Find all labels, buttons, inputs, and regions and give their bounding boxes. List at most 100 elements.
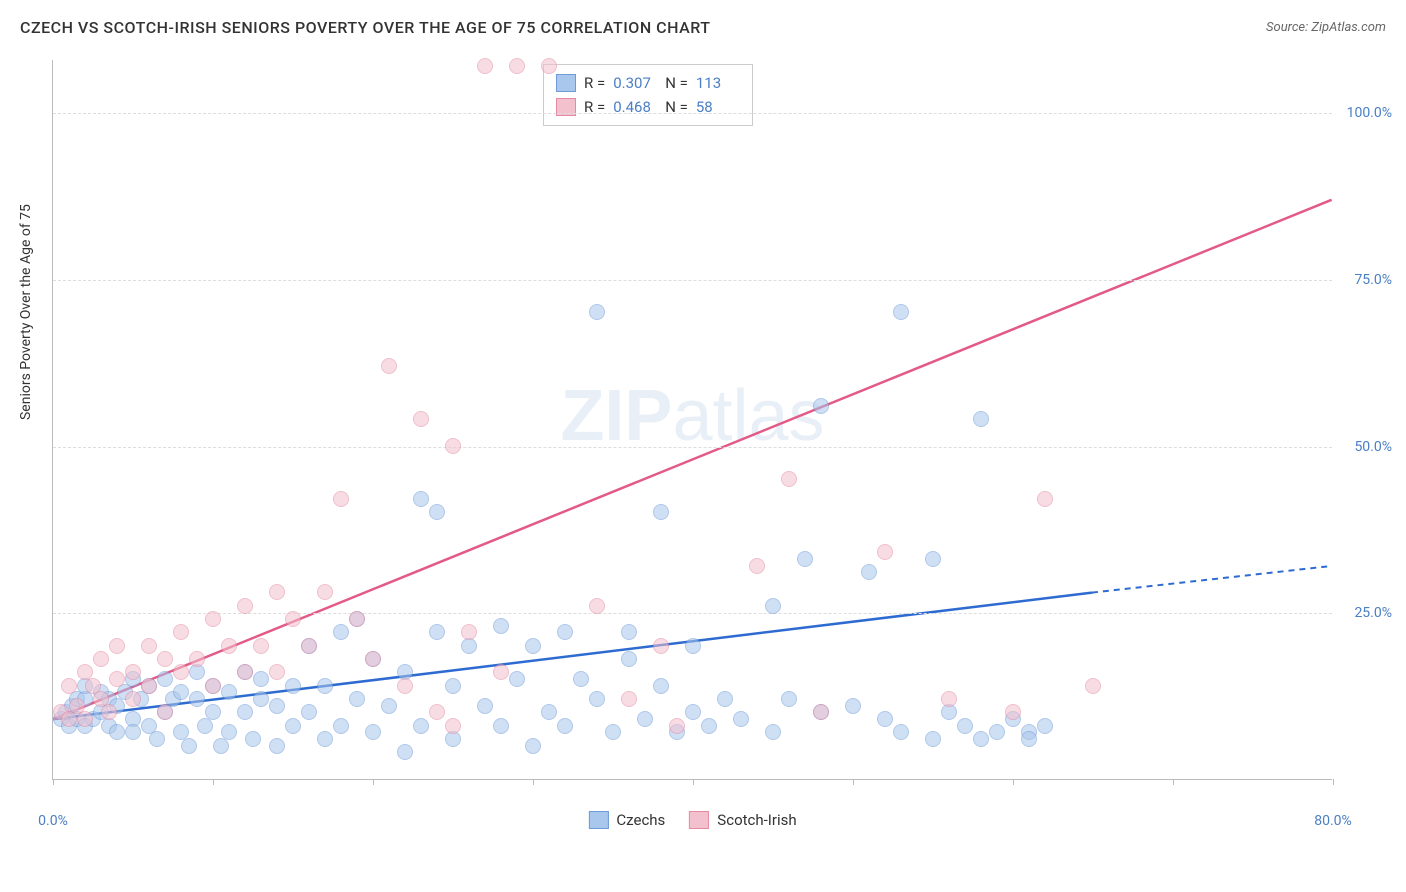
data-point bbox=[541, 58, 557, 74]
data-point bbox=[941, 691, 957, 707]
data-point bbox=[509, 58, 525, 74]
legend-r-label: R = bbox=[584, 95, 605, 119]
legend-n-label: N = bbox=[665, 95, 688, 119]
data-point bbox=[301, 704, 317, 720]
legend-stats-row: R =0.307N =113 bbox=[556, 71, 740, 95]
x-tick bbox=[1333, 779, 1334, 785]
trend-line-dashed bbox=[1092, 566, 1332, 593]
data-point bbox=[381, 358, 397, 374]
y-tick-label: 25.0% bbox=[1354, 605, 1392, 621]
data-point bbox=[845, 698, 861, 714]
data-point bbox=[621, 691, 637, 707]
data-point bbox=[445, 718, 461, 734]
y-tick-label: 100.0% bbox=[1347, 105, 1392, 121]
data-point bbox=[173, 624, 189, 640]
data-point bbox=[221, 638, 237, 654]
data-point bbox=[205, 678, 221, 694]
legend-item: Scotch-Irish bbox=[689, 811, 796, 829]
data-point bbox=[589, 691, 605, 707]
x-tick bbox=[213, 779, 214, 785]
data-point bbox=[781, 691, 797, 707]
data-point bbox=[173, 664, 189, 680]
x-tick bbox=[693, 779, 694, 785]
data-point bbox=[109, 671, 125, 687]
data-point bbox=[1005, 704, 1021, 720]
data-point bbox=[493, 664, 509, 680]
data-point bbox=[245, 731, 261, 747]
data-point bbox=[317, 731, 333, 747]
data-point bbox=[589, 304, 605, 320]
data-point bbox=[525, 638, 541, 654]
data-point bbox=[717, 691, 733, 707]
data-point bbox=[237, 704, 253, 720]
data-point bbox=[765, 598, 781, 614]
data-point bbox=[653, 678, 669, 694]
legend-stats-row: R = 0.468 N = 58 bbox=[556, 95, 740, 119]
data-point bbox=[61, 678, 77, 694]
chart-title: CZECH VS SCOTCH-IRISH SENIORS POVERTY OV… bbox=[20, 18, 710, 37]
legend-n-value: 58 bbox=[696, 95, 740, 119]
x-tick bbox=[373, 779, 374, 785]
data-point bbox=[1037, 491, 1053, 507]
data-point bbox=[397, 678, 413, 694]
data-point bbox=[893, 304, 909, 320]
data-point bbox=[925, 551, 941, 567]
data-point bbox=[653, 504, 669, 520]
data-point bbox=[269, 664, 285, 680]
data-point bbox=[637, 711, 653, 727]
data-point bbox=[237, 664, 253, 680]
data-point bbox=[1037, 718, 1053, 734]
data-point bbox=[149, 731, 165, 747]
data-point bbox=[557, 718, 573, 734]
data-point bbox=[461, 624, 477, 640]
data-point bbox=[605, 724, 621, 740]
data-point bbox=[733, 711, 749, 727]
x-tick bbox=[53, 779, 54, 785]
data-point bbox=[365, 651, 381, 667]
data-point bbox=[317, 678, 333, 694]
data-point bbox=[333, 491, 349, 507]
data-point bbox=[493, 618, 509, 634]
legend-r-value: 0.468 bbox=[613, 95, 657, 119]
y-tick-label: 50.0% bbox=[1354, 439, 1392, 455]
data-point bbox=[749, 558, 765, 574]
data-point bbox=[573, 671, 589, 687]
data-point bbox=[781, 471, 797, 487]
data-point bbox=[349, 691, 365, 707]
x-tick bbox=[533, 779, 534, 785]
data-point bbox=[93, 651, 109, 667]
gridline-h bbox=[53, 447, 1332, 448]
data-point bbox=[429, 624, 445, 640]
data-point bbox=[445, 678, 461, 694]
source-attribution: Source: ZipAtlas.com bbox=[1266, 20, 1386, 35]
data-point bbox=[333, 624, 349, 640]
data-point bbox=[285, 611, 301, 627]
data-point bbox=[157, 651, 173, 667]
data-point bbox=[181, 738, 197, 754]
data-point bbox=[621, 651, 637, 667]
data-point bbox=[109, 638, 125, 654]
data-point bbox=[589, 598, 605, 614]
data-point bbox=[813, 704, 829, 720]
data-point bbox=[685, 638, 701, 654]
data-point bbox=[109, 724, 125, 740]
data-point bbox=[101, 704, 117, 720]
data-point bbox=[701, 718, 717, 734]
legend-r-value: 0.307 bbox=[613, 71, 657, 95]
data-point bbox=[189, 691, 205, 707]
data-point bbox=[157, 704, 173, 720]
legend-r-label: R = bbox=[584, 71, 605, 95]
gridline-h bbox=[53, 113, 1332, 114]
data-point bbox=[125, 664, 141, 680]
data-point bbox=[1085, 678, 1101, 694]
legend-item: Czechs bbox=[588, 811, 665, 829]
data-point bbox=[173, 684, 189, 700]
data-point bbox=[397, 744, 413, 760]
data-point bbox=[429, 704, 445, 720]
data-point bbox=[1021, 731, 1037, 747]
data-point bbox=[413, 411, 429, 427]
legend-n-label: N = bbox=[665, 71, 688, 95]
data-point bbox=[509, 671, 525, 687]
legend-label: Scotch-Irish bbox=[717, 811, 796, 829]
data-point bbox=[877, 544, 893, 560]
